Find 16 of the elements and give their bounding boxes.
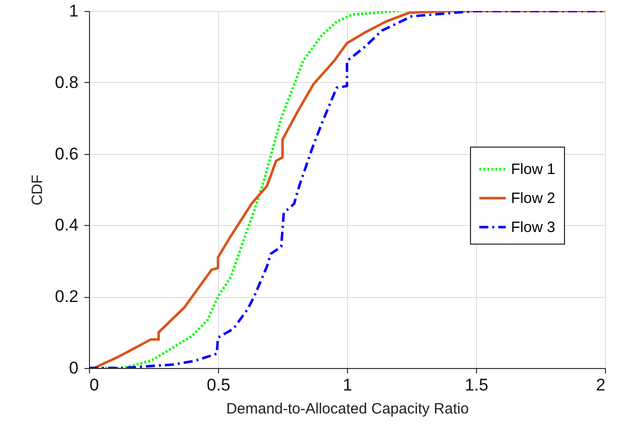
x-tick-label: 2 xyxy=(596,376,606,394)
x-tick-label: 1.5 xyxy=(464,376,488,394)
x-axis-title: Demand-to-Allocated Capacity Ratio xyxy=(226,400,469,418)
y-tick-label: 1 xyxy=(69,2,78,20)
legend-label: Flow 1 xyxy=(511,161,556,178)
legend-label: Flow 3 xyxy=(511,219,556,236)
y-tick-label: 0.4 xyxy=(54,216,78,235)
y-tick-label: 0.2 xyxy=(54,287,78,306)
x-tick-label: 1 xyxy=(342,376,352,394)
legend-label: Flow 2 xyxy=(511,190,556,208)
y-axis-title: CDF xyxy=(28,174,46,206)
x-tick-label: 0.5 xyxy=(206,376,230,394)
y-tick-label: 0.6 xyxy=(54,144,78,164)
x-tick-label: 0 xyxy=(90,376,99,394)
y-tick-label: 0 xyxy=(69,358,78,378)
y-tick-label: 0.8 xyxy=(54,72,78,92)
